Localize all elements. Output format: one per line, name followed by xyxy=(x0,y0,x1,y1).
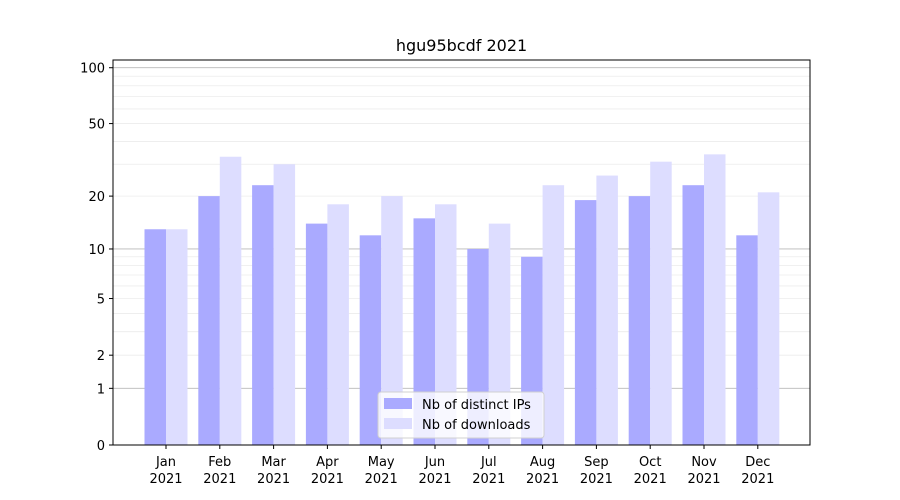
bar-downloads-dec xyxy=(757,192,780,445)
bar-downloads-aug xyxy=(542,185,565,445)
legend: Nb of distinct IPs Nb of downloads xyxy=(377,391,545,439)
y-tick-label: 0 xyxy=(97,439,105,454)
bar-downloads-jul xyxy=(488,223,511,445)
bars xyxy=(144,154,780,446)
x-tick-label-month: Apr xyxy=(316,455,339,470)
y-axis-ticks: 0 1 2 5 10 20 50 100 xyxy=(80,62,113,454)
y-tick-label: 2 xyxy=(97,349,105,364)
y-tick-label: 20 xyxy=(88,190,105,205)
bar-downloads-apr xyxy=(327,204,349,445)
bar-distinct-ips-feb xyxy=(198,196,220,445)
legend-label: Nb of downloads xyxy=(422,418,531,433)
bar-distinct-ips-oct xyxy=(628,196,651,445)
bar-distinct-ips-mar xyxy=(252,185,274,445)
x-tick-label-month: Mar xyxy=(261,455,286,470)
y-tick-label: 1 xyxy=(97,382,105,397)
x-tick-label-month: Oct xyxy=(639,455,661,470)
bar-downloads-oct xyxy=(650,161,672,445)
bar-distinct-ips-may xyxy=(359,235,382,445)
x-tick-label-year: 2021 xyxy=(311,472,344,487)
x-axis-ticks: Jan 2021 Feb 2021 Mar 2021 Apr 2021 May 2021 Jun 20… xyxy=(149,445,774,487)
x-tick-label-year: 2021 xyxy=(741,472,774,487)
y-tick-label: 50 xyxy=(88,118,105,133)
bar-downloads-mar xyxy=(273,164,296,445)
x-tick-label-year: 2021 xyxy=(580,472,613,487)
legend-swatch xyxy=(384,418,412,429)
y-tick-label: 10 xyxy=(88,243,105,258)
bar-distinct-ips-dec xyxy=(736,235,758,445)
bar-distinct-ips-jan xyxy=(144,229,166,445)
x-tick-label-month: Dec xyxy=(745,455,770,470)
y-tick-label: 5 xyxy=(97,293,105,308)
chart-title: hgu95bcdf 2021 xyxy=(396,36,527,55)
legend-swatch xyxy=(384,398,412,409)
bar-downloads-jan xyxy=(166,229,188,445)
x-tick-label-year: 2021 xyxy=(203,472,236,487)
bar-downloads-jun xyxy=(435,204,457,445)
x-tick-label-month: Jan xyxy=(155,455,176,470)
x-tick-label-year: 2021 xyxy=(365,472,398,487)
x-tick-label-month: Feb xyxy=(208,455,231,470)
x-tick-label-year: 2021 xyxy=(149,472,182,487)
x-tick-label-month: Jul xyxy=(480,455,497,470)
x-tick-label-year: 2021 xyxy=(526,472,559,487)
legend-box xyxy=(377,391,545,439)
bar-distinct-ips-apr xyxy=(305,223,328,445)
legend-label: Nb of distinct IPs xyxy=(422,398,531,413)
bar-downloads-sep xyxy=(596,175,618,445)
bar-distinct-ips-jun xyxy=(413,218,435,445)
bar-downloads-may xyxy=(381,196,403,445)
bar-downloads-feb xyxy=(219,156,242,446)
x-tick-label-month: May xyxy=(368,455,395,470)
plot-frame xyxy=(112,59,811,446)
axes xyxy=(112,59,811,446)
x-tick-label-year: 2021 xyxy=(418,472,451,487)
x-tick-label-year: 2021 xyxy=(257,472,290,487)
x-tick-label-month: Jun xyxy=(424,455,445,470)
bar-downloads-nov xyxy=(704,154,726,445)
bar-distinct-ips-nov xyxy=(682,185,704,445)
x-tick-label-year: 2021 xyxy=(687,472,720,487)
x-tick-label-month: Aug xyxy=(530,455,555,470)
x-tick-label-month: Sep xyxy=(584,455,609,470)
y-tick-label: 100 xyxy=(80,62,105,77)
bar-distinct-ips-sep xyxy=(574,200,597,445)
x-tick-label-year: 2021 xyxy=(472,472,505,487)
x-tick-label-month: Nov xyxy=(691,455,717,470)
x-tick-label-year: 2021 xyxy=(634,472,667,487)
